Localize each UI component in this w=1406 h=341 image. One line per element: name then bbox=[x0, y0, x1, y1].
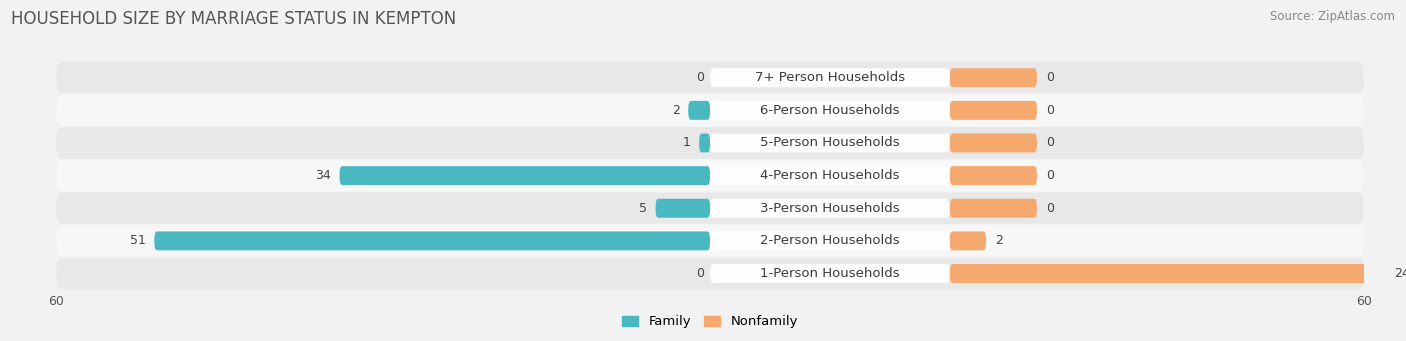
FancyBboxPatch shape bbox=[655, 199, 710, 218]
FancyBboxPatch shape bbox=[699, 134, 710, 152]
Text: 2: 2 bbox=[995, 234, 1002, 247]
Text: Source: ZipAtlas.com: Source: ZipAtlas.com bbox=[1270, 10, 1395, 23]
FancyBboxPatch shape bbox=[710, 199, 950, 218]
Text: 0: 0 bbox=[1046, 136, 1053, 149]
FancyBboxPatch shape bbox=[950, 101, 1038, 120]
FancyBboxPatch shape bbox=[710, 264, 950, 283]
FancyBboxPatch shape bbox=[950, 264, 1385, 283]
Text: 0: 0 bbox=[696, 267, 704, 280]
FancyBboxPatch shape bbox=[950, 199, 1038, 218]
Text: 4-Person Households: 4-Person Households bbox=[761, 169, 900, 182]
FancyBboxPatch shape bbox=[710, 68, 950, 87]
Text: 2-Person Households: 2-Person Households bbox=[761, 234, 900, 247]
Text: 7+ Person Households: 7+ Person Households bbox=[755, 71, 905, 84]
FancyBboxPatch shape bbox=[689, 101, 710, 120]
Text: 0: 0 bbox=[1046, 71, 1053, 84]
FancyBboxPatch shape bbox=[56, 225, 1364, 256]
FancyBboxPatch shape bbox=[56, 160, 1364, 191]
FancyBboxPatch shape bbox=[155, 232, 710, 250]
FancyBboxPatch shape bbox=[710, 166, 950, 185]
Text: 6-Person Households: 6-Person Households bbox=[761, 104, 900, 117]
Text: 1: 1 bbox=[682, 136, 690, 149]
FancyBboxPatch shape bbox=[710, 134, 950, 152]
FancyBboxPatch shape bbox=[950, 134, 1038, 152]
Text: 2: 2 bbox=[672, 104, 679, 117]
Text: 34: 34 bbox=[315, 169, 330, 182]
Text: 51: 51 bbox=[129, 234, 146, 247]
FancyBboxPatch shape bbox=[340, 166, 710, 185]
Text: 24: 24 bbox=[1395, 267, 1406, 280]
Legend: Family, Nonfamily: Family, Nonfamily bbox=[617, 310, 803, 333]
Text: 1-Person Households: 1-Person Households bbox=[761, 267, 900, 280]
Text: 5-Person Households: 5-Person Households bbox=[761, 136, 900, 149]
Text: 0: 0 bbox=[1046, 202, 1053, 215]
Text: 3-Person Households: 3-Person Households bbox=[761, 202, 900, 215]
Text: HOUSEHOLD SIZE BY MARRIAGE STATUS IN KEMPTON: HOUSEHOLD SIZE BY MARRIAGE STATUS IN KEM… bbox=[11, 10, 457, 28]
FancyBboxPatch shape bbox=[710, 101, 950, 120]
Text: 0: 0 bbox=[1046, 104, 1053, 117]
FancyBboxPatch shape bbox=[950, 232, 986, 250]
FancyBboxPatch shape bbox=[710, 232, 950, 250]
FancyBboxPatch shape bbox=[56, 95, 1364, 126]
FancyBboxPatch shape bbox=[56, 193, 1364, 224]
FancyBboxPatch shape bbox=[56, 258, 1364, 289]
FancyBboxPatch shape bbox=[56, 127, 1364, 159]
FancyBboxPatch shape bbox=[950, 68, 1038, 87]
Text: 0: 0 bbox=[1046, 169, 1053, 182]
FancyBboxPatch shape bbox=[56, 62, 1364, 93]
FancyBboxPatch shape bbox=[950, 166, 1038, 185]
Text: 0: 0 bbox=[696, 71, 704, 84]
Text: 5: 5 bbox=[638, 202, 647, 215]
